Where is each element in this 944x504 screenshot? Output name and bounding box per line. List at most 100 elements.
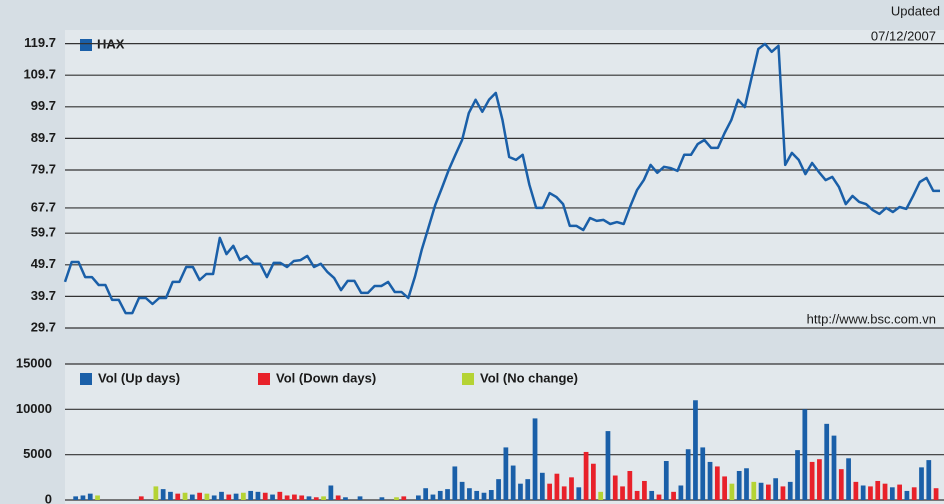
volume-bar xyxy=(379,497,385,500)
volume-bar xyxy=(853,481,859,500)
volume-bar xyxy=(255,491,261,500)
volume-bar xyxy=(459,481,465,500)
volume-bar xyxy=(642,480,647,500)
price-plot-area xyxy=(65,30,944,328)
volume-bar xyxy=(437,490,443,500)
volume-bar xyxy=(634,490,640,500)
volume-bar xyxy=(795,450,800,500)
volume-bar xyxy=(430,494,436,500)
volume-bar xyxy=(554,473,560,500)
volume-bar xyxy=(875,480,881,500)
volume-bar xyxy=(306,496,312,500)
volume-bar xyxy=(889,487,895,500)
volume-bar xyxy=(328,485,334,500)
y-tick-label: 99.7 xyxy=(31,98,56,113)
volume-bar xyxy=(401,496,407,500)
volume-bar xyxy=(693,400,698,500)
volume-bar xyxy=(284,495,290,500)
volume-bar xyxy=(211,495,217,500)
volume-bar xyxy=(182,492,188,500)
volume-bar xyxy=(248,490,254,500)
legend-label: Vol (No change) xyxy=(480,370,578,385)
legend-swatch xyxy=(80,39,92,51)
volume-bar xyxy=(189,494,195,500)
volume-bar xyxy=(685,449,691,500)
update-date: 07/12/2007 xyxy=(871,28,936,43)
volume-bar xyxy=(510,465,516,500)
volume-bar xyxy=(481,492,487,500)
y-tick-label: 89.7 xyxy=(31,130,56,145)
volume-bar xyxy=(569,477,574,500)
volume-bar xyxy=(591,463,596,500)
volume-bar xyxy=(175,493,181,500)
volume-bar xyxy=(394,497,399,500)
volume-bar xyxy=(846,458,851,500)
volume-bar xyxy=(576,487,582,500)
volume-bar xyxy=(80,495,86,500)
volume-bar xyxy=(766,484,771,500)
volume-bar xyxy=(503,447,509,500)
volume-bar xyxy=(926,460,932,500)
y-tick-label: 49.7 xyxy=(31,256,56,271)
volume-bar xyxy=(474,490,480,500)
legend-swatch xyxy=(80,373,92,385)
y-tick-label: 109.7 xyxy=(23,67,56,82)
y-tick-label: 39.7 xyxy=(31,288,56,303)
y-tick-label: 59.7 xyxy=(31,225,56,240)
price-line xyxy=(63,42,940,315)
volume-bar xyxy=(73,496,79,500)
volume-bar xyxy=(751,481,757,500)
volume-bar xyxy=(787,481,793,500)
volume-bar xyxy=(598,491,604,500)
volume-bar xyxy=(627,470,633,500)
volume-bar xyxy=(416,495,421,500)
volume-bar xyxy=(525,479,531,500)
legend-swatch xyxy=(462,373,474,385)
volume-bar xyxy=(911,487,917,500)
volume-bar xyxy=(241,492,246,500)
y-tick-label: 67.7 xyxy=(31,199,56,214)
volume-bar xyxy=(561,486,567,500)
y-tick-label: 15000 xyxy=(16,355,52,370)
volume-bar xyxy=(620,486,625,500)
volume-bar xyxy=(262,492,268,500)
volume-bar xyxy=(868,486,873,500)
volume-bar xyxy=(87,493,93,500)
volume-bar xyxy=(744,468,749,500)
volume-bar xyxy=(605,431,611,500)
volume-bar xyxy=(321,496,326,500)
volume-bar xyxy=(933,488,939,500)
volume-bar xyxy=(160,489,166,500)
volume-bar xyxy=(219,491,224,500)
volume-bar xyxy=(860,485,866,500)
volume-bar xyxy=(299,495,305,500)
volume-bar xyxy=(663,461,669,500)
volume-bar xyxy=(153,486,159,500)
volume-bar xyxy=(882,483,888,500)
volume-bar xyxy=(168,491,173,500)
volume-bar xyxy=(452,466,458,500)
y-tick-label: 10000 xyxy=(16,401,52,416)
volume-bar xyxy=(496,479,501,500)
volume-bar xyxy=(612,475,618,500)
volume-bar xyxy=(138,496,144,500)
volume-bar xyxy=(729,483,735,500)
volume-bar xyxy=(722,476,727,500)
volume-bar xyxy=(824,423,830,500)
volume-bar xyxy=(780,486,786,500)
volume-bar xyxy=(714,466,720,500)
y-tick-label: 0 xyxy=(45,491,52,504)
volume-bar xyxy=(678,485,684,500)
volume-bar xyxy=(488,490,494,500)
legend-swatch xyxy=(258,373,270,385)
updated-label: Updated xyxy=(891,3,940,18)
volume-bar xyxy=(773,478,779,500)
volume-bar xyxy=(919,467,924,500)
volume-bar xyxy=(539,472,545,500)
volume-bar xyxy=(233,493,239,500)
volume-bar xyxy=(838,469,844,500)
volume-bar xyxy=(656,494,662,500)
volume-bar xyxy=(197,492,202,500)
legend-label: Vol (Up days) xyxy=(98,370,180,385)
volume-bar xyxy=(897,484,902,500)
